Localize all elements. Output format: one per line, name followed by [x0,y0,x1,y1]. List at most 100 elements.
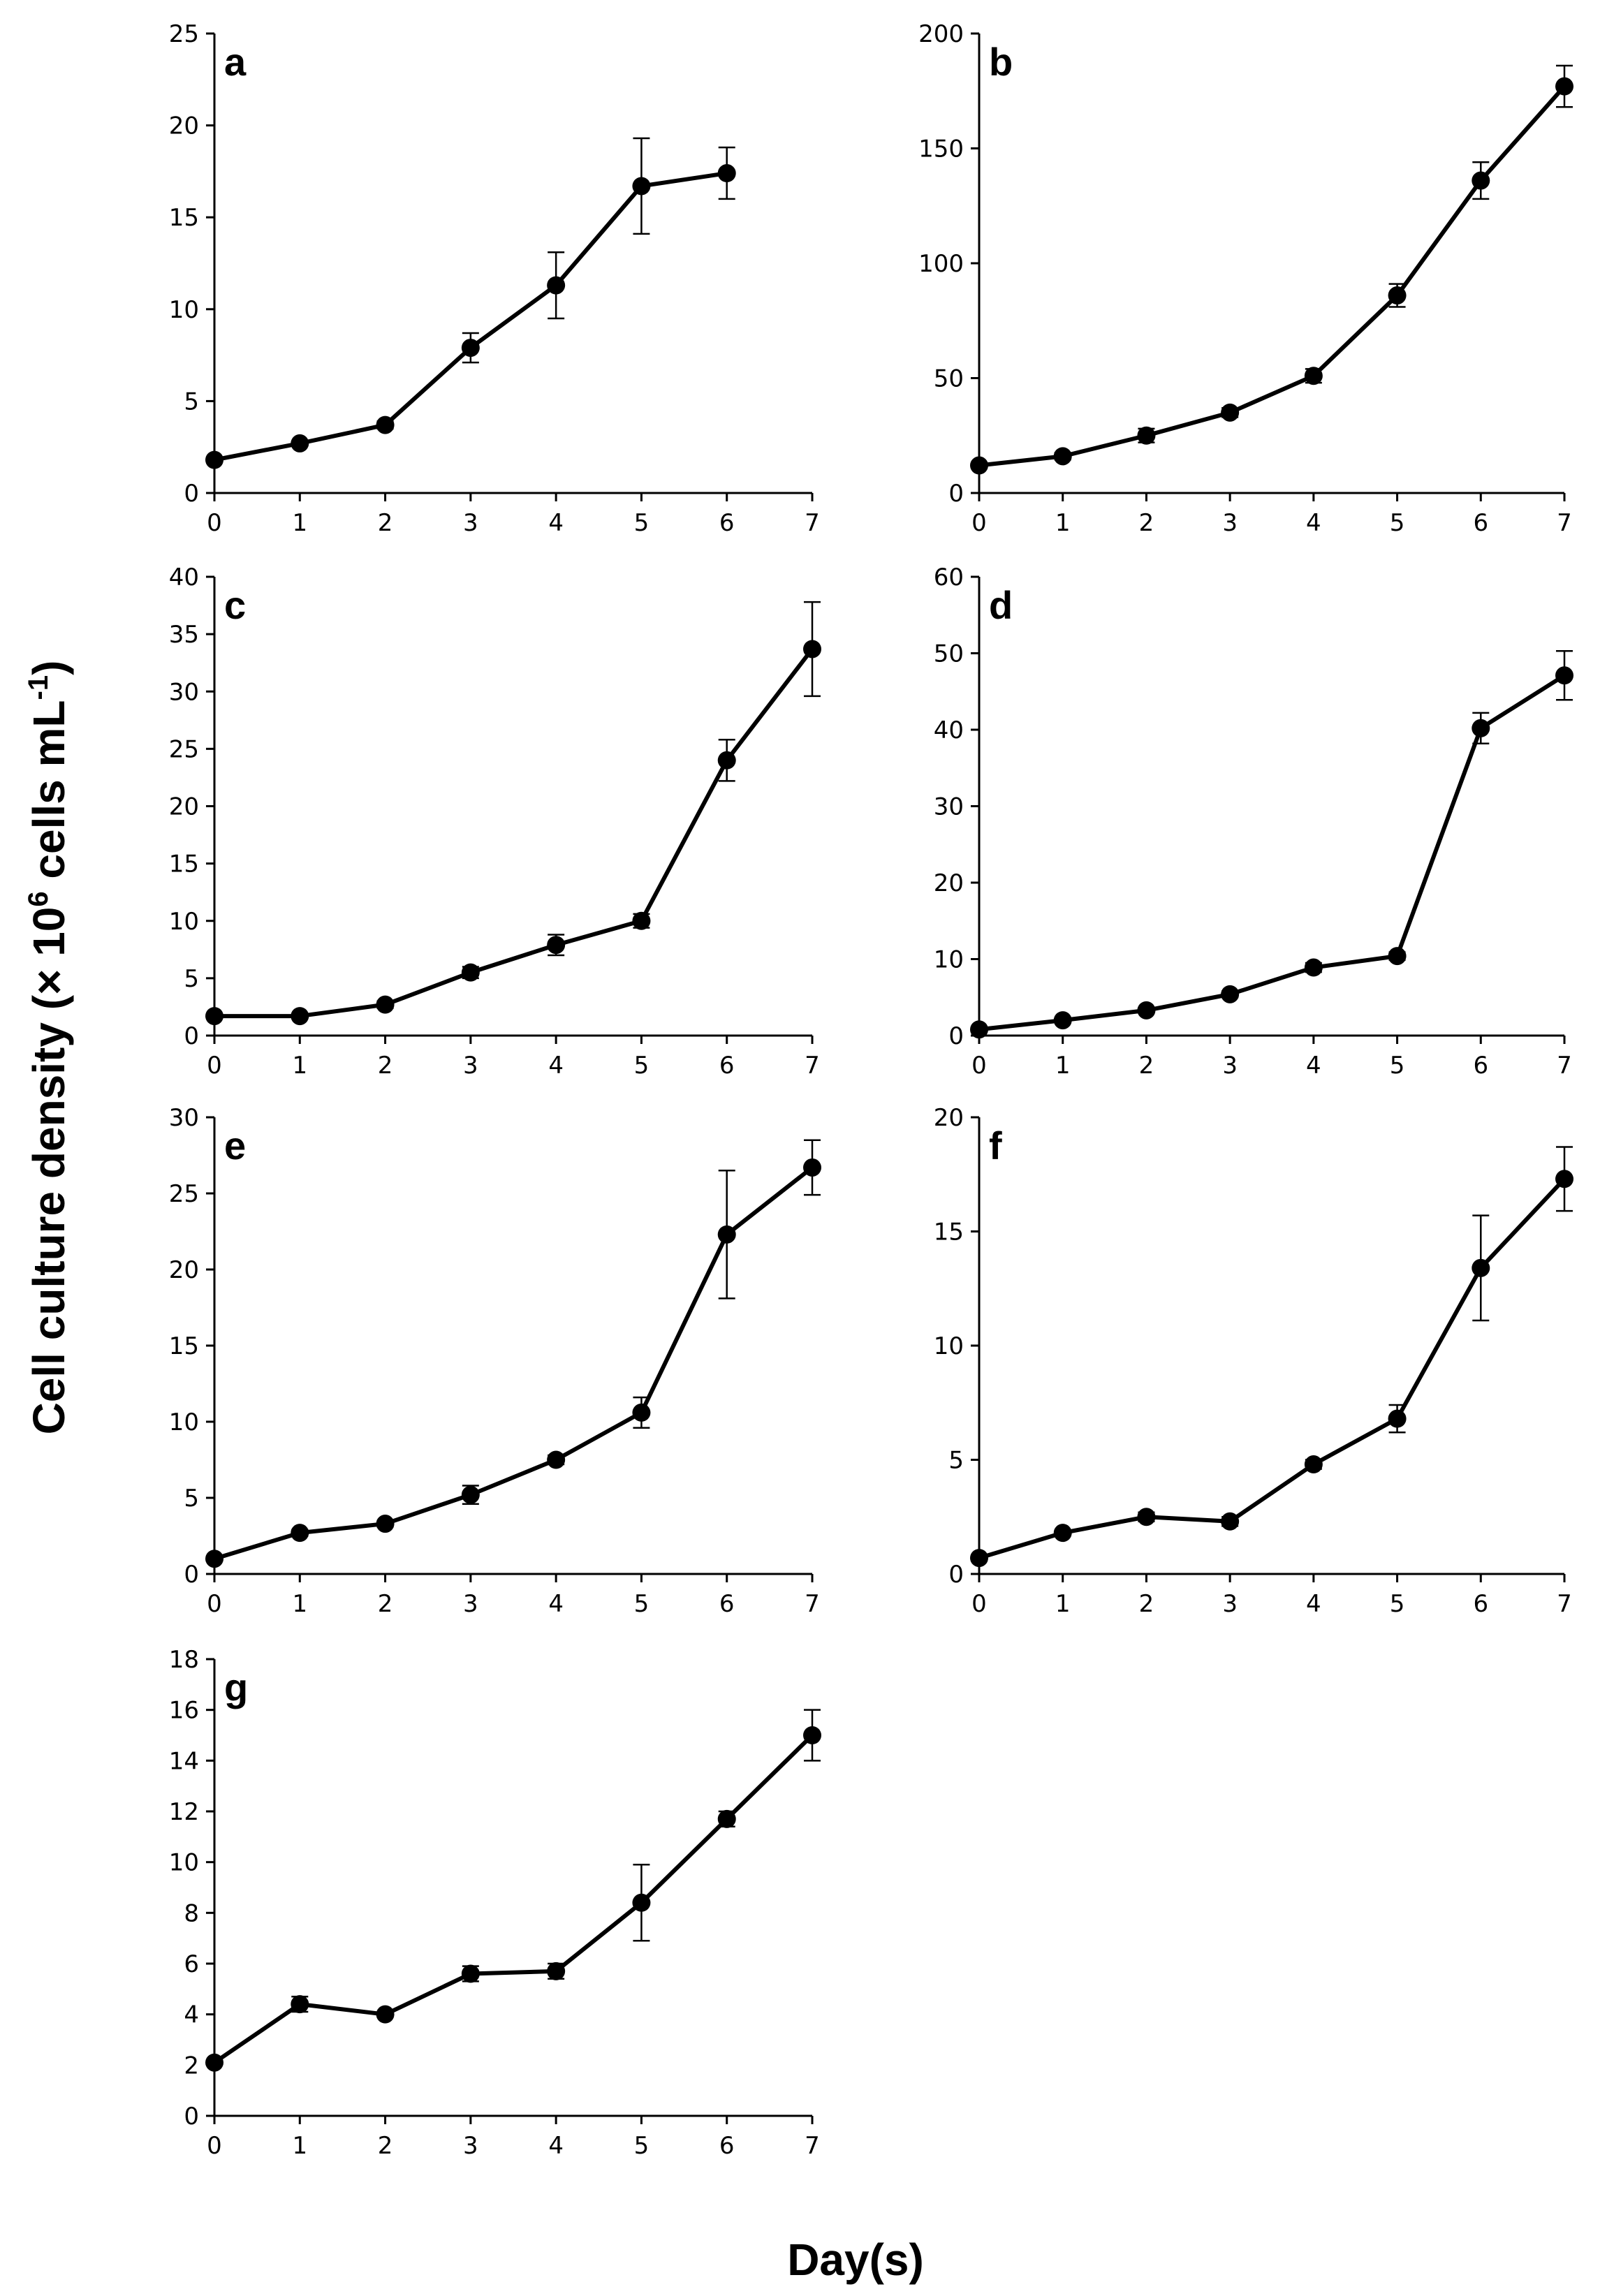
data-point [717,164,736,183]
y-tick-label: 2 [184,2052,199,2080]
y-tick-label: 5 [184,388,199,415]
panel-f: 0 5 10 15 20 0 1 2 3 4 5 6 7 f [934,1104,1573,1618]
data-point [1555,1170,1573,1189]
y-tick-label: 25 [169,735,199,763]
x-tick-label: 0 [971,509,987,537]
x-tick-label: 6 [1473,1052,1488,1080]
data-point [803,640,821,658]
data-point [461,1485,480,1504]
y-tick-label: 10 [169,908,199,936]
x-tick-label: 1 [1055,1052,1071,1080]
data-point [461,339,480,358]
y-tick-label: 25 [169,1180,199,1208]
panel-b: 0 50 100 150 200 0 1 2 3 4 5 6 7 b [918,20,1573,537]
y-axis-title-sup2: -1 [23,675,54,700]
x-tick-label: 7 [805,1052,820,1080]
y-tick-label: 200 [918,20,964,48]
y-tick-label: 10 [934,946,964,974]
x-tick-label: 1 [292,509,307,537]
x-tick-label: 2 [1139,1052,1154,1080]
data-point [291,1995,309,2014]
x-tick-label: 5 [1390,1590,1405,1618]
y-tick-label: 20 [169,793,199,821]
x-tick-label: 5 [634,1052,650,1080]
data-point [1137,1508,1156,1526]
y-tick-label: 20 [934,1104,964,1132]
y-tick-label: 5 [184,965,199,993]
series-line [978,673,1566,1032]
x-tick-label: 4 [1306,509,1321,537]
series-line [214,647,814,1019]
data-point [376,995,395,1014]
data-point [205,2053,223,2072]
x-tick-label: 2 [1139,1590,1154,1618]
x-tick-label: 5 [1390,509,1405,537]
x-tick-label: 6 [1473,509,1488,537]
x-tick-label: 2 [378,1590,393,1618]
y-tick-label: 20 [169,112,199,140]
data-point [1053,447,1072,466]
data-point [1472,719,1490,737]
x-tick-label: 6 [719,509,735,537]
data-point [1053,1011,1072,1030]
x-tick-label: 1 [292,2132,307,2160]
data-point [291,1524,309,1543]
x-tick-label: 2 [1139,509,1154,537]
y-axis-title-end: ) [24,661,74,675]
y-tick-label: 40 [934,716,964,744]
x-axis-title: Day(s) [787,2235,924,2285]
x-tick-label: 4 [1306,1590,1321,1618]
y-tick-label: 8 [184,1899,199,1927]
series-line [978,84,1566,468]
data-point [1221,1512,1240,1531]
data-point [1388,947,1407,966]
x-tick-label: 0 [207,2132,222,2160]
data-point [1555,77,1573,96]
x-tick-label: 6 [719,1590,735,1618]
data-point [1472,171,1490,190]
y-axis-title-mid: cells mL [24,700,74,891]
y-tick-label: 25 [169,20,199,48]
x-tick-label: 0 [207,509,222,537]
y-tick-label: 0 [948,1561,964,1589]
x-tick-label: 3 [463,1052,478,1080]
x-tick-label: 3 [463,509,478,537]
panel-d: 0 10 20 30 40 50 60 0 1 2 3 4 5 6 7 d [934,564,1573,1080]
y-tick-label: 15 [169,204,199,232]
x-tick-label: 5 [634,509,650,537]
data-point [1388,286,1407,305]
panel-label: a [224,40,247,84]
x-tick-label: 4 [548,1052,564,1080]
data-point [632,177,651,196]
data-point [632,1893,651,1912]
x-tick-label: 3 [1222,1052,1238,1080]
y-tick-label: 100 [918,250,964,278]
data-point [803,1726,821,1744]
data-point [970,456,988,475]
x-tick-label: 6 [719,1052,735,1080]
x-tick-label: 7 [805,2132,820,2160]
x-tick-label: 3 [463,2132,478,2160]
x-tick-label: 4 [548,1590,564,1618]
panel-label: d [989,583,1013,627]
x-tick-label: 1 [292,1590,307,1618]
y-tick-label: 30 [169,678,199,706]
data-point [1137,426,1156,445]
data-point [970,1549,988,1568]
panel-e: 0 5 10 15 20 25 30 0 1 2 3 4 5 6 7 e [169,1104,821,1618]
x-tick-label: 7 [1557,1590,1572,1618]
x-tick-label: 7 [1557,509,1572,537]
x-tick-label: 7 [805,1590,820,1618]
panel-label: c [224,583,246,627]
panel-label: g [224,1665,248,1709]
data-point [291,1007,309,1026]
y-tick-label: 5 [948,1447,964,1475]
panel-label: f [989,1124,1002,1168]
y-tick-label: 0 [184,1561,199,1589]
x-tick-label: 2 [378,2132,393,2160]
y-tick-label: 10 [169,296,199,324]
data-point [717,1225,736,1244]
data-point [376,1515,395,1533]
